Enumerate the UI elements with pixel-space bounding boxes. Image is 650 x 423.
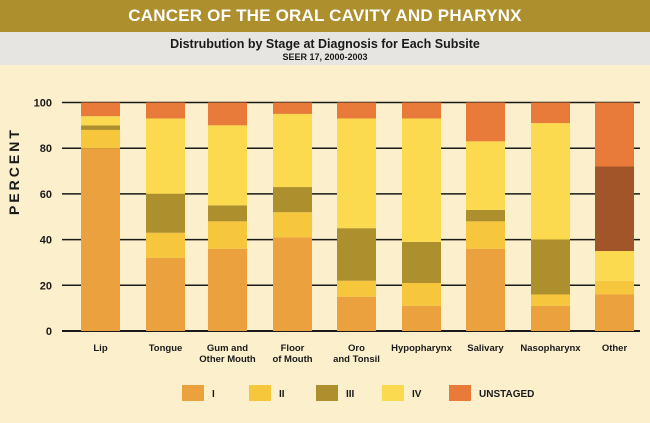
bar-segment-ii-6	[466, 221, 505, 249]
bar-segment-i-6	[466, 248, 505, 331]
bar-segment-i-2	[208, 248, 247, 331]
bar-segment-unstaged-2	[208, 102, 247, 126]
bar-segment-iv-6	[466, 141, 505, 210]
bar-segment-ii-4	[337, 280, 376, 297]
bar-segment-unstaged-3	[273, 102, 312, 114]
bar-segment-iii-1	[146, 193, 185, 233]
x-tick-label: Salivary	[467, 343, 504, 354]
bar-segment-i-1	[146, 257, 185, 331]
y-tick-label: 0	[46, 326, 52, 338]
chart-subtitle-band: Distrubution by Stage at Diagnosis for E…	[0, 32, 650, 65]
x-tick-label: Hypopharynx	[391, 343, 452, 354]
bar-segment-unstaged-4	[337, 102, 376, 119]
bar-segment-iii-2	[208, 205, 247, 222]
bar-segment-i-8	[595, 294, 634, 331]
x-tick-label: Gum and	[207, 343, 248, 354]
x-tick-label: Other	[602, 343, 628, 354]
x-tick-label: Tongue	[149, 343, 183, 354]
bar-segment-iv-2	[208, 125, 247, 206]
bar-segment-unstaged-1	[146, 102, 185, 119]
bar-segment-unstaged-0	[81, 102, 120, 117]
bar-segment-iii-3	[273, 187, 312, 213]
bar-segment-iii-0	[81, 125, 120, 130]
x-tick-label: Oro	[348, 343, 365, 354]
legend-swatch-iii	[316, 385, 338, 401]
bar-segment-unstaged-6	[466, 102, 505, 142]
chart-subtitle: Distrubution by Stage at Diagnosis for E…	[170, 37, 480, 51]
x-tick-label: Floor	[281, 343, 305, 354]
x-tick-label: of Mouth	[272, 354, 312, 365]
chart-title-banner: CANCER OF THE ORAL CAVITY AND PHARYNX	[0, 0, 650, 32]
bar-segment-i-5	[402, 305, 441, 331]
bar-segment-iv-0	[81, 116, 120, 126]
bar-segment-ii-2	[208, 221, 247, 249]
bar-segment-other-stage-8	[595, 166, 634, 252]
bar-segment-i-0	[81, 148, 120, 331]
x-tick-label: and Tonsil	[333, 354, 380, 365]
legend-swatch-ii	[249, 385, 271, 401]
legend-label: I	[212, 389, 215, 400]
bar-segment-i-3	[273, 237, 312, 331]
y-tick-label: 20	[40, 280, 52, 292]
y-tick-label: 40	[40, 235, 52, 247]
legend-swatch-i	[182, 385, 204, 401]
legend-label: IV	[412, 389, 422, 400]
bar-segment-iii-6	[466, 209, 505, 222]
legend-label: UNSTAGED	[479, 389, 534, 400]
x-tick-label: Other Mouth	[199, 354, 256, 365]
bar-segment-ii-8	[595, 280, 634, 295]
bar-segment-i-4	[337, 296, 376, 331]
bar-segment-unstaged-5	[402, 102, 441, 119]
bar-segment-unstaged-8	[595, 102, 634, 167]
y-tick-label: 80	[40, 143, 52, 155]
bar-segment-iv-1	[146, 118, 185, 194]
bar-segment-ii-5	[402, 283, 441, 306]
bar-segment-iv-8	[595, 251, 634, 281]
bar-segment-iv-7	[531, 123, 570, 240]
bar-segment-iii-5	[402, 241, 441, 284]
bar-segment-unstaged-7	[531, 102, 570, 124]
bar-segment-iii-4	[337, 228, 376, 281]
legend-label: III	[346, 389, 355, 400]
x-tick-label: Lip	[93, 343, 107, 354]
y-tick-label: 60	[40, 189, 52, 201]
legend-label: II	[279, 389, 285, 400]
bar-segment-iv-5	[402, 118, 441, 242]
y-axis-label: PERCENT	[6, 127, 22, 215]
chart-source: SEER 17, 2000-2003	[282, 52, 368, 62]
x-tick-label: Nasopharynx	[520, 343, 581, 354]
bar-segment-iv-3	[273, 113, 312, 188]
legend-swatch-iv	[382, 385, 404, 401]
bar-segment-ii-7	[531, 294, 570, 306]
y-tick-label: 100	[34, 98, 52, 110]
bar-segment-ii-3	[273, 212, 312, 238]
bar-segment-i-7	[531, 305, 570, 331]
legend-swatch-unstaged	[449, 385, 471, 401]
bar-segment-ii-0	[81, 129, 120, 149]
bar-segment-iv-4	[337, 118, 376, 229]
bar-segment-iii-7	[531, 239, 570, 295]
bar-segment-ii-1	[146, 232, 185, 258]
